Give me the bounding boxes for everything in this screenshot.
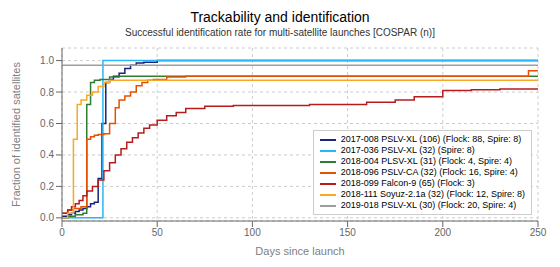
svg-text:250: 250 <box>530 227 547 238</box>
svg-text:0.6: 0.6 <box>40 118 54 129</box>
svg-text:0.0: 0.0 <box>40 212 54 223</box>
html-text:2017-036 PSLV-XL (32) (Spire:: 2017-036 PSLV-XL (32) (Spire: 8) <box>340 145 475 155</box>
svg-text:0.2: 0.2 <box>40 181 54 192</box>
html-text:Trackability and identificatio: Trackability and identification <box>190 9 370 25</box>
svg-text:0.8: 0.8 <box>40 87 54 98</box>
svg-text:1.0: 1.0 <box>40 55 54 66</box>
html-text:2018-096 PSLV-CA (32) (Flock:: 2018-096 PSLV-CA (32) (Flock: 16, Spire:… <box>340 167 518 177</box>
svg-text:100: 100 <box>244 227 261 238</box>
html-text:Successful identification rate: Successful identification rate for multi… <box>125 27 435 38</box>
svg-text:0: 0 <box>59 227 65 238</box>
svg-text:150: 150 <box>339 227 356 238</box>
html-text:2018-099 Falcon-9 (65) (Flock:: 2018-099 Falcon-9 (65) (Flock: 3) <box>340 178 475 188</box>
html-text:2018-004 PLSV-XL (31) (Flock:: 2018-004 PLSV-XL (31) (Flock: 4, Spire: … <box>340 156 512 166</box>
svg-text:50: 50 <box>152 227 164 238</box>
html-text:2018-111 Soyuz-2.1a (32) (Floc: 2018-111 Soyuz-2.1a (32) (Flock: 12, Spi… <box>340 189 525 199</box>
html-text:2019-018 PSLV-XL (30) (Flock:: 2019-018 PSLV-XL (30) (Flock: 20, Spire:… <box>340 200 517 210</box>
svg-text:Days since launch: Days since launch <box>255 245 344 257</box>
svg-text:Fraction of identified satelli: Fraction of identified satellites <box>10 62 22 207</box>
html-text:2017-008 PSLV-XL (106) (Flock:: 2017-008 PSLV-XL (106) (Flock: 88, Spire… <box>340 134 522 144</box>
svg-text:200: 200 <box>434 227 451 238</box>
svg-text:0.4: 0.4 <box>40 149 54 160</box>
